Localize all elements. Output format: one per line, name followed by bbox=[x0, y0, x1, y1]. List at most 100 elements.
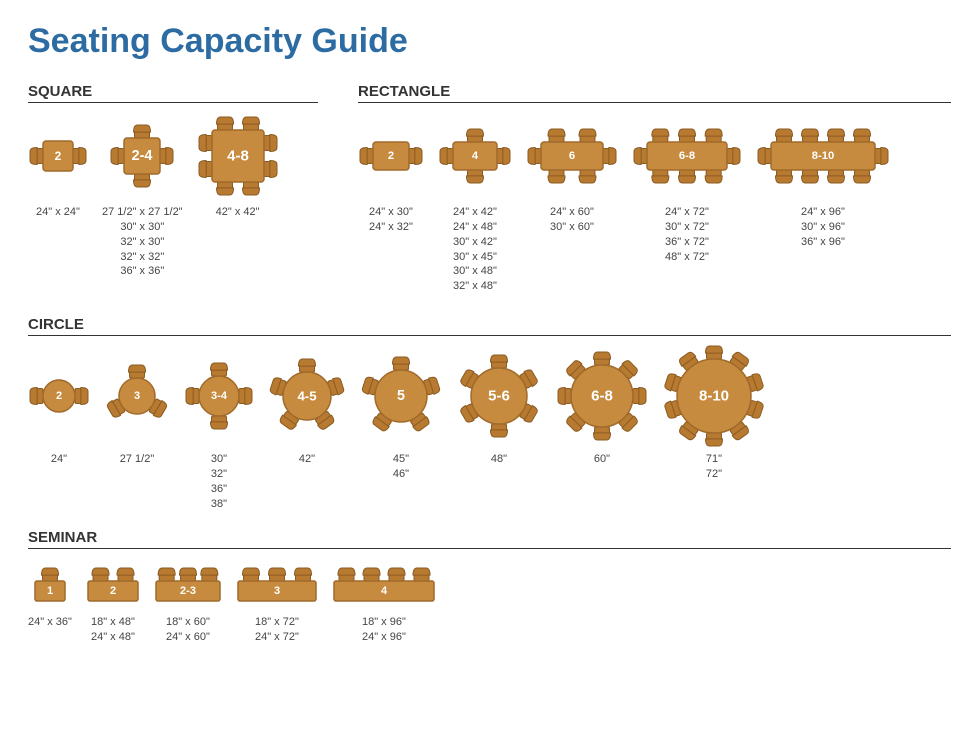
dimension-list: 24" x 96"30" x 96"36" x 96" bbox=[801, 205, 845, 250]
row-square-rectangle: SQUARE 224" x 24"2-427 1/2" x 27 1/2"30"… bbox=[28, 79, 951, 312]
dimension-value: 24" x 96" bbox=[362, 630, 406, 645]
dimension-list: 24" x 24" bbox=[36, 205, 80, 220]
table-cell: 2-4 27 1/2" x 27 1/2"30" x 30"32" x 30"32… bbox=[102, 113, 183, 279]
dimension-value: 27 1/2" x 27 1/2" bbox=[102, 205, 183, 220]
section-rule bbox=[358, 102, 951, 103]
dimension-list: 45"46" bbox=[393, 452, 409, 482]
rect-table-icon: 6-8 bbox=[632, 113, 742, 199]
svg-text:2: 2 bbox=[388, 150, 394, 162]
dimension-list: 18" x 96"24" x 96" bbox=[362, 615, 406, 645]
dimension-value: 42" x 42" bbox=[216, 205, 260, 220]
dimension-value: 30" x 42" bbox=[453, 235, 497, 250]
dimension-value: 27 1/2" bbox=[120, 452, 155, 467]
svg-text:1: 1 bbox=[47, 585, 53, 597]
rect-table-icon: 4 bbox=[438, 113, 512, 199]
table-cell: 4-8 42" x 42" bbox=[197, 113, 279, 220]
dimension-value: 24" x 42" bbox=[453, 205, 497, 220]
dimension-value: 24" x 96" bbox=[801, 205, 845, 220]
dimension-value: 18" x 96" bbox=[362, 615, 406, 630]
dimension-value: 30" x 45" bbox=[453, 250, 497, 265]
dimension-value: 48" bbox=[491, 452, 507, 467]
svg-text:4-5: 4-5 bbox=[297, 389, 316, 404]
dimension-value: 32" x 32" bbox=[120, 250, 164, 265]
seminar-table-icon: 1 bbox=[33, 559, 67, 609]
seminar-table-icon: 2 bbox=[86, 559, 140, 609]
dimension-list: 71"72" bbox=[706, 452, 722, 482]
dimension-value: 45" bbox=[393, 452, 409, 467]
dimension-value: 24" bbox=[51, 452, 67, 467]
circle-table-icon: 8-10 bbox=[662, 346, 766, 446]
svg-text:5: 5 bbox=[397, 388, 405, 404]
dimension-value: 24" x 72" bbox=[255, 630, 299, 645]
table-cell: 3-430"32"36"38" bbox=[184, 346, 254, 511]
dimension-value: 18" x 48" bbox=[91, 615, 135, 630]
section-rule bbox=[28, 335, 951, 336]
svg-text:2: 2 bbox=[56, 390, 62, 402]
section-circle: CIRCLE 224"327 1/2"3-430"32"36"38"4-542"… bbox=[28, 316, 951, 511]
seminar-table-icon: 4 bbox=[332, 559, 436, 609]
dimension-list: 60" bbox=[594, 452, 610, 467]
dimension-list: 24" x 72"30" x 72"36" x 72"48" x 72" bbox=[665, 205, 709, 264]
circle-table-icon: 5-6 bbox=[456, 346, 542, 446]
dimension-value: 38" bbox=[211, 497, 227, 512]
svg-text:2: 2 bbox=[55, 149, 62, 163]
dimension-value: 24" x 32" bbox=[369, 220, 413, 235]
dimension-value: 24" x 60" bbox=[166, 630, 210, 645]
dimension-value: 46" bbox=[393, 467, 409, 482]
seminar-table-icon: 3 bbox=[236, 559, 318, 609]
circle-table-icon: 3-4 bbox=[184, 346, 254, 446]
dimension-value: 36" x 96" bbox=[801, 235, 845, 250]
square-table-icon: 2 bbox=[28, 113, 88, 199]
table-cell: 8-10 71"72" bbox=[662, 346, 766, 482]
circle-table-icon: 2 bbox=[28, 346, 90, 446]
svg-text:2-3: 2-3 bbox=[180, 585, 196, 597]
rect-table-icon: 6 bbox=[526, 113, 618, 199]
circle-table-icon: 6-8 bbox=[556, 346, 648, 446]
seating-capacity-guide: Seating Capacity Guide SQUARE 224" x 24"… bbox=[0, 0, 979, 685]
dimension-value: 32" bbox=[211, 467, 227, 482]
dimension-list: 27 1/2" x 27 1/2"30" x 30"32" x 30"32" x… bbox=[102, 205, 183, 279]
table-cell: 4 24" x 42"24" x 48"30" x 42"30" x 45"30"… bbox=[438, 113, 512, 294]
dimension-list: 24" x 60"30" x 60" bbox=[550, 205, 594, 235]
table-cell: 4 18" x 96"24" x 96" bbox=[332, 559, 436, 645]
table-cell: 224" x 30"24" x 32" bbox=[358, 113, 424, 235]
dimension-value: 48" x 72" bbox=[665, 250, 709, 265]
svg-text:3: 3 bbox=[134, 390, 140, 402]
table-cell: 2 24" bbox=[28, 346, 90, 467]
section-seminar: SEMINAR 124" x 36"218" x 48"24" x 48"2-3… bbox=[28, 529, 951, 645]
dimension-value: 36" bbox=[211, 482, 227, 497]
seminar-table-icon: 2-3 bbox=[154, 559, 222, 609]
dimension-value: 30" x 30" bbox=[120, 220, 164, 235]
svg-text:8-10: 8-10 bbox=[699, 388, 729, 405]
section-square: SQUARE 224" x 24"2-427 1/2" x 27 1/2"30"… bbox=[28, 79, 318, 294]
circle-table-icon: 4-5 bbox=[268, 346, 346, 446]
dimension-list: 24" x 42"24" x 48"30" x 42"30" x 45"30" … bbox=[453, 205, 497, 294]
dimension-value: 30" x 60" bbox=[550, 220, 594, 235]
table-cell: 6 24" x 60"30" x 60" bbox=[526, 113, 618, 235]
dimension-value: 24" x 24" bbox=[36, 205, 80, 220]
circle-table-icon: 5 bbox=[360, 346, 442, 446]
section-heading: SEMINAR bbox=[28, 529, 951, 546]
table-row-rectangle: 224" x 30"24" x 32"424" x 42"24" x 48"30… bbox=[358, 113, 951, 294]
dimension-value: 24" x 48" bbox=[453, 220, 497, 235]
dimension-value: 30" x 48" bbox=[453, 264, 497, 279]
table-cell: 124" x 36" bbox=[28, 559, 72, 630]
dimension-value: 42" bbox=[299, 452, 315, 467]
dimension-value: 30" x 96" bbox=[801, 220, 845, 235]
svg-text:4: 4 bbox=[381, 585, 388, 597]
svg-text:8-10: 8-10 bbox=[812, 150, 834, 162]
table-cell: 3 27 1/2" bbox=[104, 346, 170, 467]
rect-table-icon: 2 bbox=[358, 113, 424, 199]
square-table-icon: 4-8 bbox=[197, 113, 279, 199]
table-row-square: 224" x 24"2-427 1/2" x 27 1/2"30" x 30"3… bbox=[28, 113, 318, 279]
svg-text:6: 6 bbox=[569, 150, 575, 162]
dimension-list: 27 1/2" bbox=[120, 452, 155, 467]
table-cell: 6-8 60" bbox=[556, 346, 648, 467]
svg-text:2-4: 2-4 bbox=[132, 148, 153, 164]
table-row-circle: 2 24" 3 27 1/2" 3-430"32"36"38" 4-5 42" 5 45"46"… bbox=[28, 346, 951, 511]
circle-table-icon: 3 bbox=[104, 346, 170, 446]
dimension-list: 42" x 42" bbox=[216, 205, 260, 220]
svg-text:6-8: 6-8 bbox=[591, 388, 613, 405]
dimension-list: 18" x 60"24" x 60" bbox=[166, 615, 210, 645]
square-table-icon: 2-4 bbox=[109, 113, 175, 199]
